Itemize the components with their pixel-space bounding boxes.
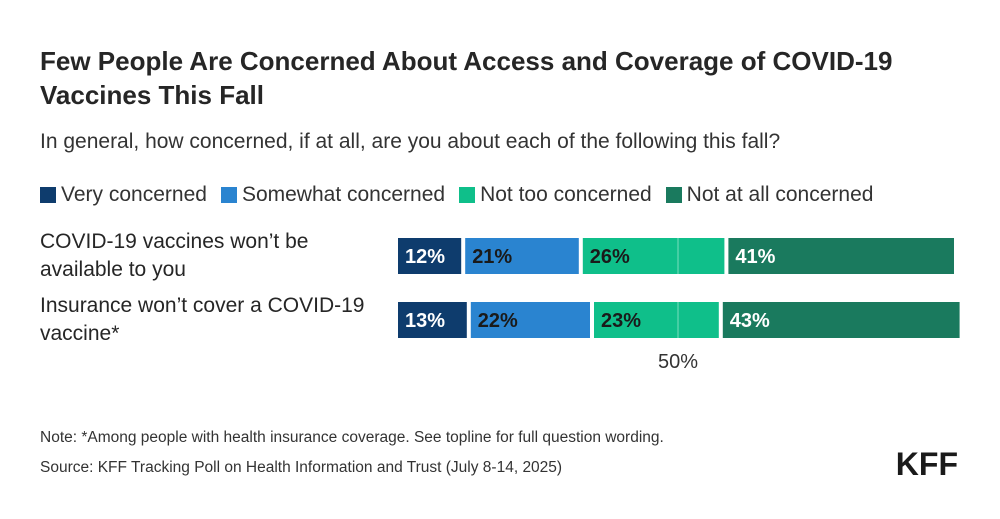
bar-not-at-all-concerned-row-1 [728, 238, 954, 274]
legend-label-not-too-concerned: Not too concerned [480, 183, 652, 206]
legend-item-somewhat-concerned: Somewhat concerned [220, 183, 446, 207]
chart-title: Few People Are Concerned About Access an… [40, 46, 893, 110]
data-label-not-at-all-concerned-row-2: 43% [730, 310, 770, 332]
row-label-insurance-coverage: Insurance won’t cover a COVID-19 vaccine… [40, 294, 365, 345]
data-label-somewhat-concerned-row-2: 22% [478, 310, 518, 332]
data-label-not-too-concerned-row-2: 23% [601, 310, 641, 332]
chart-legend: Very concerned Somewhat concerned Not to… [40, 180, 980, 210]
legend-swatch-somewhat-concerned [220, 187, 237, 203]
data-label-very-concerned-row-2: 13% [405, 310, 445, 332]
row-label-vaccine-availability: COVID-19 vaccines won’t be available to … [40, 230, 309, 281]
reference-line-label: 50% [658, 351, 698, 373]
bar-very-concerned-row-2 [398, 302, 467, 338]
data-label-not-at-all-concerned-row-1: 41% [735, 246, 775, 268]
source-note: Source: KFF Tracking Poll on Health Info… [40, 459, 563, 476]
data-label-not-too-concerned-row-1: 26% [590, 246, 630, 268]
bar-not-at-all-concerned-row-2 [722, 302, 960, 338]
bar-not-too-concerned-row-2 [594, 302, 719, 338]
footnote: Note: *Among people with health insuranc… [40, 429, 664, 446]
data-label-somewhat-concerned-row-1: 21% [472, 246, 512, 268]
legend-label-very-concerned: Very concerned [61, 183, 207, 206]
legend-label-not-at-all-concerned: Not at all concerned [686, 183, 874, 206]
legend-swatch-not-too-concerned [459, 187, 476, 203]
kff-logo: KFF [895, 446, 958, 482]
bar-not-too-concerned-row-1 [582, 238, 725, 274]
legend-swatch-very-concerned [40, 187, 56, 203]
data-label-very-concerned-row-1: 12% [405, 246, 445, 268]
chart-subtitle: In general, how concerned, if at all, ar… [40, 130, 781, 153]
legend-swatch-not-at-all-concerned [665, 187, 682, 203]
legend-item-very-concerned: Very concerned [40, 183, 207, 207]
bar-somewhat-concerned-row-2 [470, 302, 590, 338]
bar-somewhat-concerned-row-1 [465, 238, 579, 274]
legend-item-not-at-all-concerned: Not at all concerned [665, 183, 874, 207]
legend-item-not-too-concerned: Not too concerned [459, 183, 652, 207]
bar-very-concerned-row-1 [398, 238, 462, 274]
legend-label-somewhat-concerned: Somewhat concerned [241, 183, 446, 206]
